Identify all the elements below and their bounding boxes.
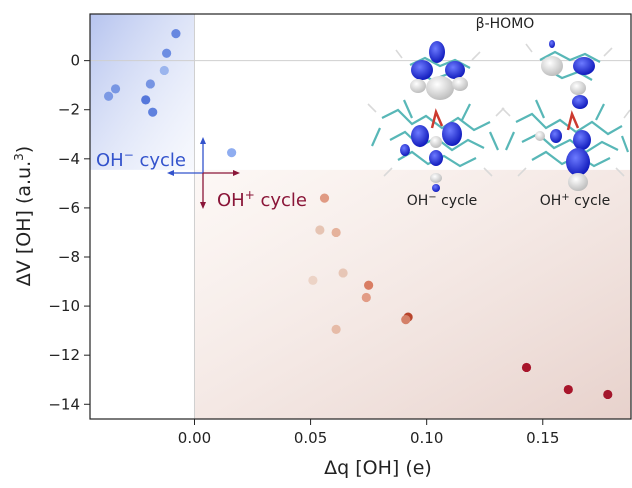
oh-plus-label-main: OH: [217, 190, 245, 211]
oh-minus-point-1: [171, 29, 181, 39]
oh-plus-point-3: [331, 227, 341, 238]
cycle-arrows: [167, 137, 240, 209]
axis-ticks: 0.00 0.05 0.10 0.15 0 −2 −4 −6 −8 −10 −12 −14: [48, 52, 559, 447]
y-axis-label-main: ΔV [OH] (a.u.: [13, 161, 35, 286]
molecule-oh-plus-cycle: [501, 40, 631, 191]
oh-plus-point-5: [308, 275, 318, 285]
oh-minus-point-5: [110, 84, 121, 94]
inset-right-label-sup: +: [561, 192, 569, 203]
data-points: [103, 29, 613, 400]
oh-plus-region: [194, 169, 631, 419]
oh-plus-point-11: [521, 362, 532, 373]
oh-plus-point-7: [361, 292, 371, 303]
x-axis-label: Δq [OH] (e): [324, 457, 432, 479]
inset-right-label-main: OH: [540, 193, 562, 209]
inset-right-label: OH+ cycle: [540, 192, 611, 210]
oh-minus-label-rest: cycle: [134, 150, 186, 171]
y-tick-label: −12: [48, 346, 80, 364]
oh-minus-point-8: [148, 107, 158, 117]
shaded-regions: [90, 14, 631, 419]
oh-plus-point-2: [315, 225, 325, 235]
arrow-down-head: [200, 202, 206, 209]
oh-plus-point-13: [603, 389, 613, 400]
oh-plus-point-9: [401, 314, 411, 325]
y-tick-label: −8: [58, 248, 80, 266]
inset-left-label-rest: cycle: [437, 193, 478, 209]
oh-plus-point-4: [338, 268, 348, 278]
oh-minus-point-2: [162, 48, 172, 58]
oh-plus-label-rest: cycle: [255, 190, 307, 211]
arrow-right-head: [233, 170, 240, 176]
oh-plus-point-1: [319, 193, 330, 203]
oh-plus-cycle-label: OH+ cycle: [217, 188, 307, 211]
oh-plus-label-sup: +: [245, 188, 255, 202]
arrow-up-head: [200, 137, 206, 144]
oh-minus-label-main: OH: [96, 150, 124, 171]
molecule-oh-minus-cycle: [367, 41, 505, 192]
x-tick-label: 0.10: [410, 429, 443, 447]
oh-plus-point-10: [331, 324, 341, 335]
oh-minus-point-7: [141, 95, 151, 105]
inset-title: β-HOMO: [476, 16, 535, 32]
y-tick-label: 0: [70, 52, 80, 70]
y-axis-label-sup: 3: [12, 153, 26, 161]
inset-right-label-rest: cycle: [570, 193, 611, 209]
y-tick-label: −6: [58, 199, 80, 217]
y-tick-label: −14: [48, 395, 80, 413]
inset-left-label-sup: −: [428, 192, 436, 203]
y-axis-label: ΔV [OH] (a.u.3): [12, 146, 35, 286]
plot-frame: [89, 13, 632, 420]
beta-homo-inset: β-HOMO OH− cycle OH+ cycle: [367, 16, 631, 210]
oh-plus-point-12: [563, 384, 573, 395]
oh-minus-point-9: [227, 148, 237, 158]
oh-minus-label-sup: −: [124, 148, 134, 162]
oh-minus-point-4: [145, 79, 155, 89]
oh-minus-region: [90, 14, 195, 170]
inset-left-label-main: OH: [407, 193, 429, 209]
oh-plus-point-6: [364, 280, 374, 290]
x-tick-label: 0.15: [526, 429, 559, 447]
oh-minus-point-6: [103, 91, 114, 101]
y-tick-label: −10: [48, 297, 80, 315]
y-tick-label: −4: [58, 150, 80, 168]
inset-left-label: OH− cycle: [407, 192, 478, 210]
y-tick-label: −2: [58, 101, 80, 119]
oh-minus-cycle-label: OH− cycle: [96, 148, 186, 171]
x-tick-label: 0.05: [294, 429, 327, 447]
arrow-left-head: [167, 170, 174, 176]
x-tick-label: 0.00: [178, 429, 211, 447]
y-axis-label-close: ): [13, 146, 35, 153]
oh-minus-point-3: [159, 65, 169, 76]
